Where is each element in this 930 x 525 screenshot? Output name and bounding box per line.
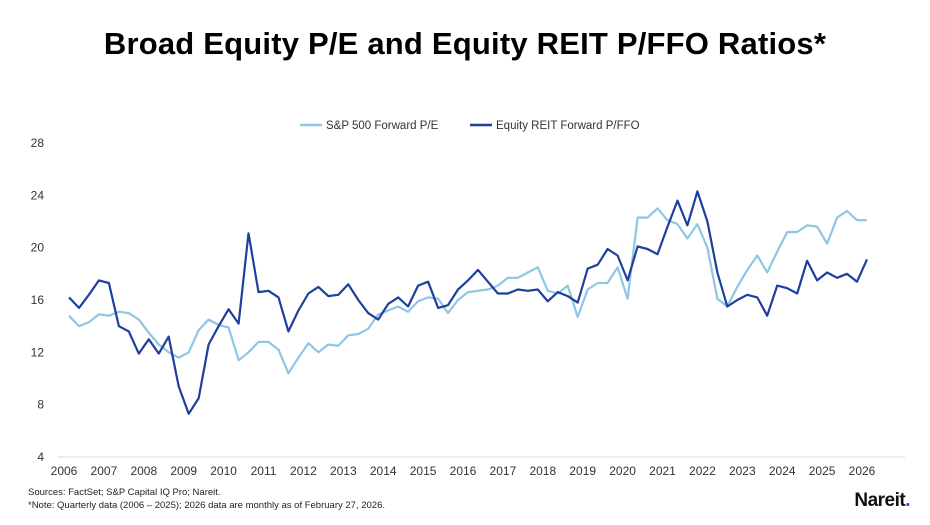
x-tick-label: 2009: [170, 464, 197, 478]
x-tick-label: 2011: [251, 464, 277, 478]
y-tick-label: 16: [31, 293, 45, 307]
legend-label: S&P 500 Forward P/E: [326, 120, 439, 132]
x-tick-label: 2025: [809, 464, 836, 478]
x-tick-label: 2007: [91, 464, 118, 478]
note-text: *Note: Quarterly data (2006 – 2025); 202…: [28, 500, 385, 511]
x-axis: 2006 2007 2008 2009 2010 2011 2012 2013 2014 2015…: [51, 464, 876, 478]
logo-dot: .: [905, 490, 910, 511]
footnotes: Sources: FactSet; S&P Capital IQ Pro; Na…: [28, 486, 385, 512]
x-tick-label: 2018: [529, 464, 556, 478]
x-tick-label: 2014: [370, 464, 397, 478]
x-tick-label: 2022: [689, 464, 716, 478]
x-tick-label: 2024: [769, 464, 796, 478]
x-tick-label: 2019: [569, 464, 596, 478]
x-tick-label: 2020: [609, 464, 636, 478]
series-lines: [68, 190, 869, 415]
y-tick-label: 28: [31, 136, 45, 150]
x-tick-label: 2016: [450, 464, 477, 478]
x-tick-label: 2012: [290, 464, 317, 478]
logo-text: Nareit: [854, 490, 906, 511]
sp500-pe-line: [68, 207, 867, 375]
legend-label: Equity REIT Forward P/FFO: [496, 120, 640, 132]
x-tick-label: 2008: [130, 464, 157, 478]
x-tick-label: 2010: [210, 464, 237, 478]
reit-pffo-line: [68, 190, 869, 415]
legend: S&P 500 Forward P/E Equity REIT Forward P…: [300, 120, 640, 132]
y-tick-label: 4: [37, 450, 44, 464]
x-tick-label: 2013: [330, 464, 357, 478]
x-tick-label: 2006: [51, 464, 78, 478]
x-tick-label: 2017: [490, 464, 517, 478]
x-tick-label: 2026: [849, 464, 876, 478]
y-tick-label: 12: [31, 345, 45, 359]
x-tick-label: 2015: [410, 464, 437, 478]
sources-text: Sources: FactSet; S&P Capital IQ Pro; Na…: [28, 487, 221, 498]
y-tick-label: 24: [31, 188, 45, 202]
y-tick-label: 8: [37, 398, 44, 412]
y-axis: 4 8 12 16 20 24 28: [31, 136, 45, 464]
nareit-logo: Nareit.: [854, 490, 910, 512]
x-tick-label: 2021: [649, 464, 676, 478]
y-tick-label: 20: [31, 241, 45, 255]
x-tick-label: 2023: [729, 464, 756, 478]
chart-title: Broad Equity P/E and Equity REIT P/FFO R…: [103, 26, 827, 61]
